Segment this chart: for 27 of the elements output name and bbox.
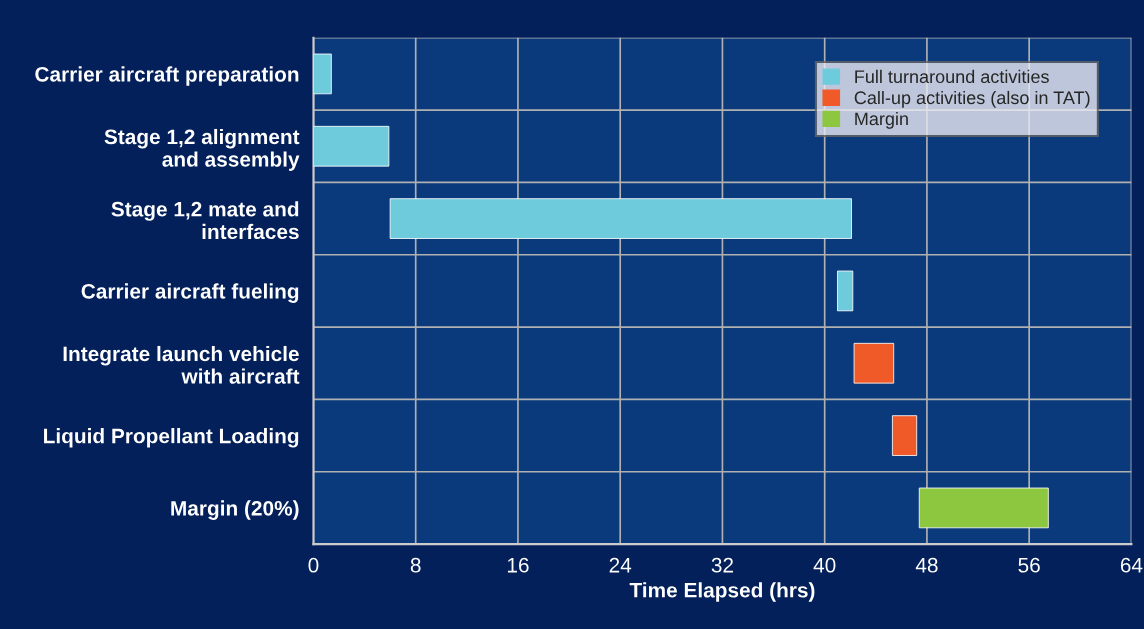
x-tick-label: 32	[711, 557, 733, 573]
legend-label: Call-up activities (also in TAT)	[854, 90, 1090, 108]
legend-label: Full turnaround activities	[855, 69, 1049, 84]
x-tick-label: 40	[813, 557, 836, 573]
bar	[853, 342, 895, 384]
bar	[313, 125, 390, 167]
x-tick-label: 8	[410, 557, 421, 573]
y-tick-label: Margin (20%)	[171, 500, 299, 520]
y-tick-label: Stage 1,2 mate and interfaces	[111, 201, 299, 240]
y-tick-label: Integrate launch vehicle with aircraft	[63, 345, 300, 384]
x-tick-label: 0	[308, 557, 319, 573]
x-tick-label: 48	[915, 557, 938, 573]
x-axis-title: Time Elapsed (hrs)	[629, 582, 815, 602]
y-tick-label: Liquid Propellant Loading	[44, 428, 299, 448]
x-tick-label: 56	[1018, 557, 1040, 573]
x-tick-label: 16	[507, 557, 529, 573]
y-tick-label: Stage 1,2 alignment and assembly	[104, 128, 300, 171]
x-tick-label: 24	[609, 557, 632, 573]
bar	[389, 198, 852, 239]
bar	[313, 53, 332, 95]
bar	[892, 415, 918, 456]
x-tick-label: 64	[1120, 557, 1143, 573]
bar	[918, 487, 1049, 529]
bar	[837, 270, 854, 312]
y-tick-label: Carrier aircraft preparation	[35, 66, 299, 86]
y-tick-label: Carrier aircraft fueling	[81, 283, 299, 303]
legend-label: Margin	[855, 111, 908, 129]
